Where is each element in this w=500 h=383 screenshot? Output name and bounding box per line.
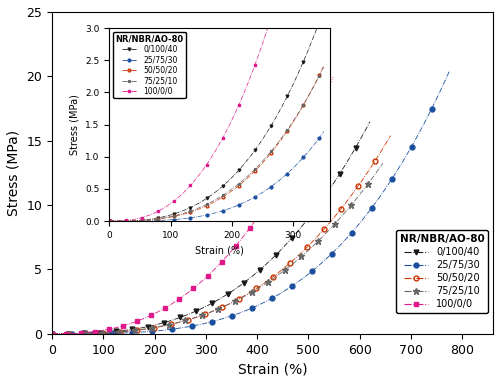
50/50/20: [50, 331, 56, 336]
25/75/30: [66, 331, 71, 336]
100/0/0: [66, 331, 72, 336]
25/75/30: [426, 111, 432, 115]
75/25/10: [111, 330, 117, 334]
50/50/20: [358, 179, 364, 183]
0/100/40: [134, 326, 140, 331]
100/0/0: [60, 331, 66, 336]
75/25/10: [70, 331, 75, 336]
50/50/20: [112, 330, 118, 335]
100/0/0: [102, 328, 107, 332]
100/0/0: [316, 106, 322, 111]
25/75/30: [155, 329, 161, 333]
25/75/30: [412, 137, 418, 142]
Line: 50/50/20: 50/50/20: [50, 133, 393, 336]
0/100/40: [50, 331, 56, 336]
50/50/20: [370, 161, 376, 165]
50/50/20: [70, 331, 75, 336]
0/100/40: [108, 330, 114, 334]
100/0/0: [306, 126, 312, 131]
75/25/10: [138, 327, 143, 332]
100/0/0: [124, 322, 130, 327]
0/100/40: [367, 119, 373, 124]
X-axis label: Strain (%): Strain (%): [238, 362, 308, 376]
Line: 25/75/30: 25/75/30: [50, 69, 452, 336]
75/25/10: [50, 331, 56, 336]
25/75/30: [74, 331, 80, 336]
75/25/10: [380, 161, 386, 165]
50/50/20: [140, 327, 145, 332]
25/75/30: [50, 331, 56, 336]
Y-axis label: Stress (MPa): Stress (MPa): [7, 130, 21, 216]
100/0/0: [50, 331, 56, 336]
0/100/40: [351, 148, 357, 152]
Line: 75/25/10: 75/25/10: [49, 160, 386, 337]
75/25/10: [62, 331, 68, 336]
50/50/20: [388, 133, 394, 138]
25/75/30: [123, 331, 129, 335]
0/100/40: [62, 331, 68, 336]
Line: 0/100/40: 0/100/40: [50, 119, 372, 336]
100/0/0: [330, 75, 336, 79]
50/50/20: [63, 331, 69, 336]
Legend: 0/100/40, 25/75/30, 50/50/20, 75/25/10, 100/0/0: 0/100/40, 25/75/30, 50/50/20, 75/25/10, …: [396, 231, 488, 313]
0/100/40: [340, 167, 346, 171]
Line: 100/0/0: 100/0/0: [50, 75, 335, 336]
75/25/10: [363, 184, 369, 188]
0/100/40: [68, 331, 74, 336]
25/75/30: [446, 69, 452, 73]
75/25/10: [352, 199, 358, 203]
